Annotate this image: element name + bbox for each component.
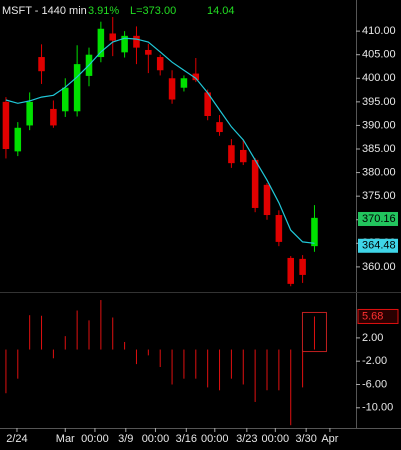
x-tick-label: Apr xyxy=(321,433,338,445)
candle-body xyxy=(26,101,33,126)
stat-change: 3.91% xyxy=(88,5,119,17)
candle-body xyxy=(2,101,10,150)
candle-body xyxy=(121,35,128,53)
y-tick-label: 385.00 xyxy=(362,143,396,155)
candle-body xyxy=(180,78,188,88)
candle-body xyxy=(14,127,22,152)
last-value-box xyxy=(358,238,398,253)
candle-body xyxy=(50,108,57,126)
candle-body xyxy=(216,122,223,133)
x-tick-label: 2/24 xyxy=(6,433,27,445)
x-tick-label: 3/30 xyxy=(295,433,316,445)
x-tick-label: 3/9 xyxy=(118,433,133,445)
y-tick-label: 410.00 xyxy=(362,25,396,37)
candle-body xyxy=(263,184,271,216)
candle-body xyxy=(204,92,211,116)
chart-title: MSFT - 1440 min xyxy=(2,5,87,17)
candle-body xyxy=(38,57,45,72)
candle-body xyxy=(240,149,247,163)
moving-average xyxy=(5,37,315,244)
stat-last: L=373.00 xyxy=(130,5,176,17)
x-tick-label: 00:00 xyxy=(81,433,109,445)
indicator-tick-label: -2.00 xyxy=(362,355,387,367)
candle-body xyxy=(192,73,200,81)
candle-body xyxy=(228,145,235,164)
candle-body xyxy=(299,258,306,275)
y-tick-label: 375.00 xyxy=(362,190,396,202)
candle-body xyxy=(109,33,116,41)
x-tick-label: 00:00 xyxy=(142,433,170,445)
x-tick-label: 3/16 xyxy=(176,433,197,445)
y-tick-label: 405.00 xyxy=(362,49,396,61)
candle-body xyxy=(251,159,259,208)
y-tick-label: 395.00 xyxy=(362,96,396,108)
stat-net: 14.04 xyxy=(207,5,235,17)
indicator-highlight xyxy=(301,311,327,353)
x-tick-label: 3/23 xyxy=(236,433,257,445)
y-tick-label: 360.00 xyxy=(362,261,396,273)
candle-body xyxy=(133,35,140,48)
indicator-tick-label: -10.00 xyxy=(362,402,393,414)
x-tick-label: 00:00 xyxy=(262,433,290,445)
indicator-tick-label: -6.00 xyxy=(362,378,387,390)
y-tick-label: 380.00 xyxy=(362,166,396,178)
candle-body xyxy=(62,87,69,112)
candle-body xyxy=(275,215,283,242)
x-tick-label: 00:00 xyxy=(201,433,229,445)
candle-body xyxy=(73,64,81,112)
last-value-label: 364.48 xyxy=(362,240,396,252)
x-tick-label: Mar xyxy=(56,433,75,445)
indicator-last-label: 5.68 xyxy=(362,310,383,322)
candle-body xyxy=(311,217,318,247)
last-value-box xyxy=(358,211,398,226)
y-tick-label: 390.00 xyxy=(362,119,396,131)
candle-body xyxy=(168,78,176,100)
indicator-tick-label: 2.00 xyxy=(362,332,383,344)
candle-body xyxy=(156,57,164,71)
indicator-last-box xyxy=(357,308,399,324)
y-tick-label: 400.00 xyxy=(362,72,396,84)
candle-body xyxy=(97,28,105,58)
candle-body xyxy=(287,257,294,284)
last-value-label: 370.16 xyxy=(362,213,396,225)
candle-body xyxy=(145,49,152,55)
